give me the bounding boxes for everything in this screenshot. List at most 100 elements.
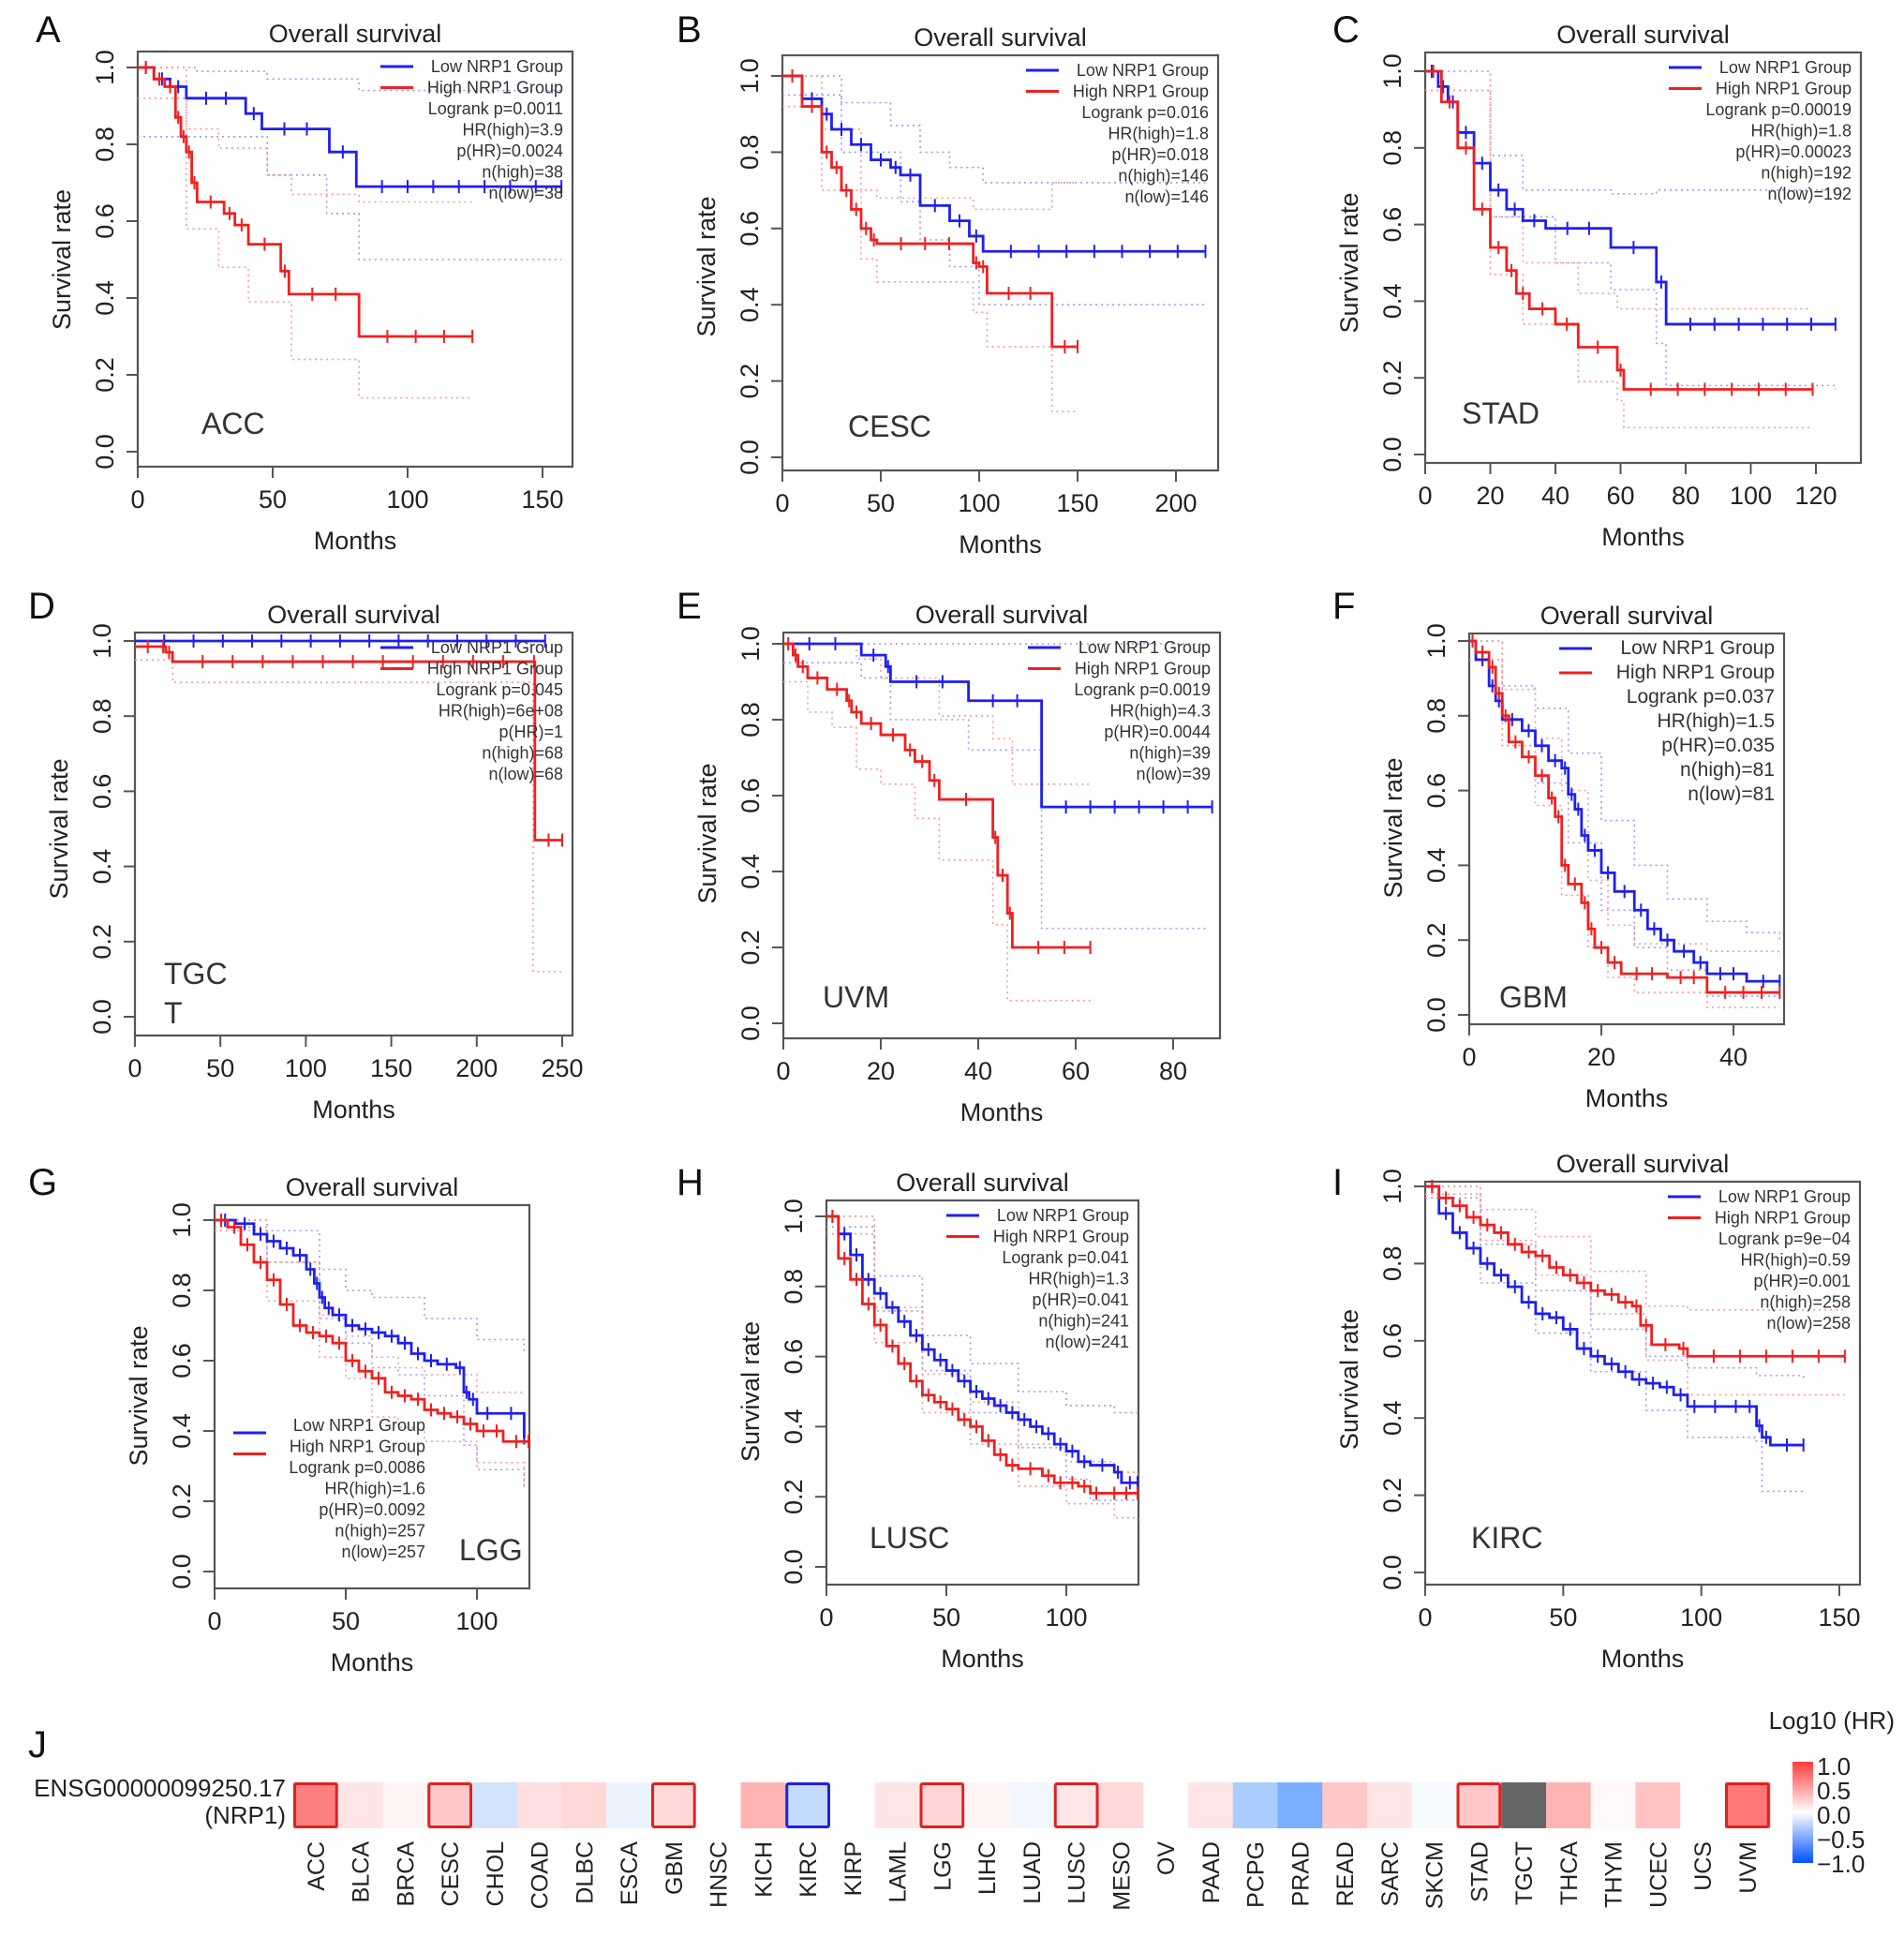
x-tick-label: 100 [285,1054,327,1082]
y-tick-label: 0.2 [1378,1478,1406,1513]
y-tick-label: 1.0 [168,1202,196,1238]
panel-title: Overall survival [915,601,1089,629]
y-axis-label: Survival rate [736,1321,765,1462]
y-tick-label: 0.0 [88,999,116,1035]
category-label: HNSC [707,1841,733,1908]
cancer-label: GBM [1499,980,1568,1014]
stat-text: HR(high)=1.8 [1750,122,1852,141]
km-panel-g: G Overall survival 0.0 0.2 0.4 0.6 0.8 1.0 0 50 10… [28,1162,531,1676]
stat-text: Logrank p=0.037 [1627,686,1775,708]
y-tick-label: 0.2 [91,357,119,393]
heatmap-cell [874,1782,920,1828]
ci-low-line [826,1215,1138,1417]
ci-high-line [135,659,562,973]
ci-high-line [782,105,1078,412]
category-label: KICH [751,1841,777,1898]
panel-letter: D [28,586,55,627]
heatmap-cell-group: KIRP [830,1782,876,1896]
ci-high-line [215,1229,526,1487]
heatmap-cell [919,1782,965,1828]
heatmap-cell [830,1782,876,1828]
km-panel-i: I Overall survival 0.0 0.2 0.4 0.6 0.8 1.0 0 50 10… [1332,1150,1862,1673]
panel-letter: B [677,9,702,51]
x-tick-label: 60 [1062,1057,1090,1085]
y-tick-label: 0.6 [1378,1323,1406,1359]
stat-text: Logrank p=0.00019 [1705,100,1852,119]
x-tick-label: 250 [541,1054,583,1082]
stat-text: p(HR)=0.041 [1032,1290,1129,1309]
legend: Low NRP1 Group High NRP1 Group Logrank p=0… [1669,58,1852,203]
legend-label: High NRP1 Group [427,79,563,97]
x-tick-label: 20 [1476,482,1504,510]
category-label: BLCA [349,1841,375,1903]
heatmap-cell [1456,1782,1502,1828]
significance-border [785,1782,830,1828]
panel-title: Overall survival [1540,602,1714,630]
stat-text: n(low)=192 [1767,185,1852,203]
heatmap-cell-group: CHOL [472,1782,518,1907]
y-tick-label: 0.6 [736,211,764,246]
x-tick-label: 100 [958,489,1000,517]
stat-text: HR(high)=1.8 [1108,125,1209,143]
category-label: CHOL [483,1841,509,1907]
heatmap-cell [293,1782,339,1828]
legend: Low NRP1 Group High NRP1 Group Logrank p=0… [380,57,563,202]
ci-low-line [1425,1185,1805,1379]
heatmap-cell [1680,1782,1726,1828]
category-label: PRAD [1287,1841,1314,1906]
km-panel-h: H Overall survival 0.0 0.2 0.4 0.6 0.8 1.0 0 50 10… [677,1162,1140,1673]
cancer-label: UVM [823,980,889,1014]
x-tick-label: 40 [964,1057,992,1085]
km-panel-c: C Overall survival 0.0 0.2 0.4 0.6 0.8 1.0 0 20 40… [1332,9,1863,551]
heatmap-cell [606,1782,652,1828]
heatmap-cell-group: LUAD [1009,1782,1055,1904]
panel-title: Overall survival [914,23,1087,52]
heatmap-cell-group: MESO [1098,1782,1144,1911]
y-tick-label: 0.8 [1378,130,1406,166]
y-tick-label: 0.0 [1422,997,1450,1033]
significance-border [919,1782,965,1828]
km-panel-e: E Overall survival 0.0 0.2 0.4 0.6 0.8 1.0 0 20 40… [677,586,1222,1126]
x-tick-label: 200 [1154,489,1197,517]
category-label: LUSC [1064,1841,1091,1904]
heatmap-cell [740,1782,786,1828]
heatmap-cell [1188,1782,1234,1828]
x-tick-label: 0 [1418,1603,1432,1632]
stat-text: p(HR)=0.0024 [456,142,563,160]
y-axis-label: Survival rate [45,758,73,899]
cancer-label: ACC [201,407,265,440]
heatmap-cell [1232,1782,1278,1828]
heatmap-cell-group: KICH [740,1782,786,1898]
x-tick-label: 0 [776,1057,790,1085]
legend-label: Low NRP1 Group [1078,638,1211,657]
significance-border [1725,1782,1770,1828]
legend-label: High NRP1 Group [427,660,563,678]
significance-border [1053,1782,1099,1828]
heatmap-cell [1725,1782,1771,1828]
stat-text: p(HR)=0.0092 [319,1500,425,1519]
ci-low-line [215,1219,526,1354]
stat-text: Logrank p=0.041 [1002,1248,1129,1267]
km-panel-d: D Overall survival 0.0 0.2 0.4 0.6 0.8 1.0 0 50 10… [28,586,584,1124]
cancer-label: T [164,996,183,1030]
cancer-label: KIRC [1471,1521,1542,1555]
heatmap-cell [1143,1782,1189,1828]
legend-label: Low NRP1 Group [997,1206,1129,1225]
stat-text: n(high)=39 [1129,744,1211,763]
y-tick-label: 0.2 [736,364,764,399]
legend: Low NRP1 Group High NRP1 Group Logrank p=0… [1559,637,1775,805]
heatmap-cell-group: KIRC [785,1782,831,1898]
legend: Low NRP1 Group High NRP1 Group Logrank p=0… [380,638,563,783]
heatmap-cell-group: THCA [1546,1782,1592,1905]
y-tick-label: 0.4 [1422,848,1450,884]
high-nrp1-curve [1425,69,1813,391]
x-tick-label: 100 [1045,1603,1087,1632]
y-tick-label: 1.0 [736,626,765,662]
panel-letter: G [28,1162,57,1203]
heatmap-cell-group: UVM [1725,1782,1771,1894]
y-tick-label: 0.0 [1378,1555,1406,1590]
legend-label: High NRP1 Group [290,1438,425,1456]
stat-text: n(low)=257 [341,1542,425,1561]
heatmap-cell [964,1782,1010,1828]
